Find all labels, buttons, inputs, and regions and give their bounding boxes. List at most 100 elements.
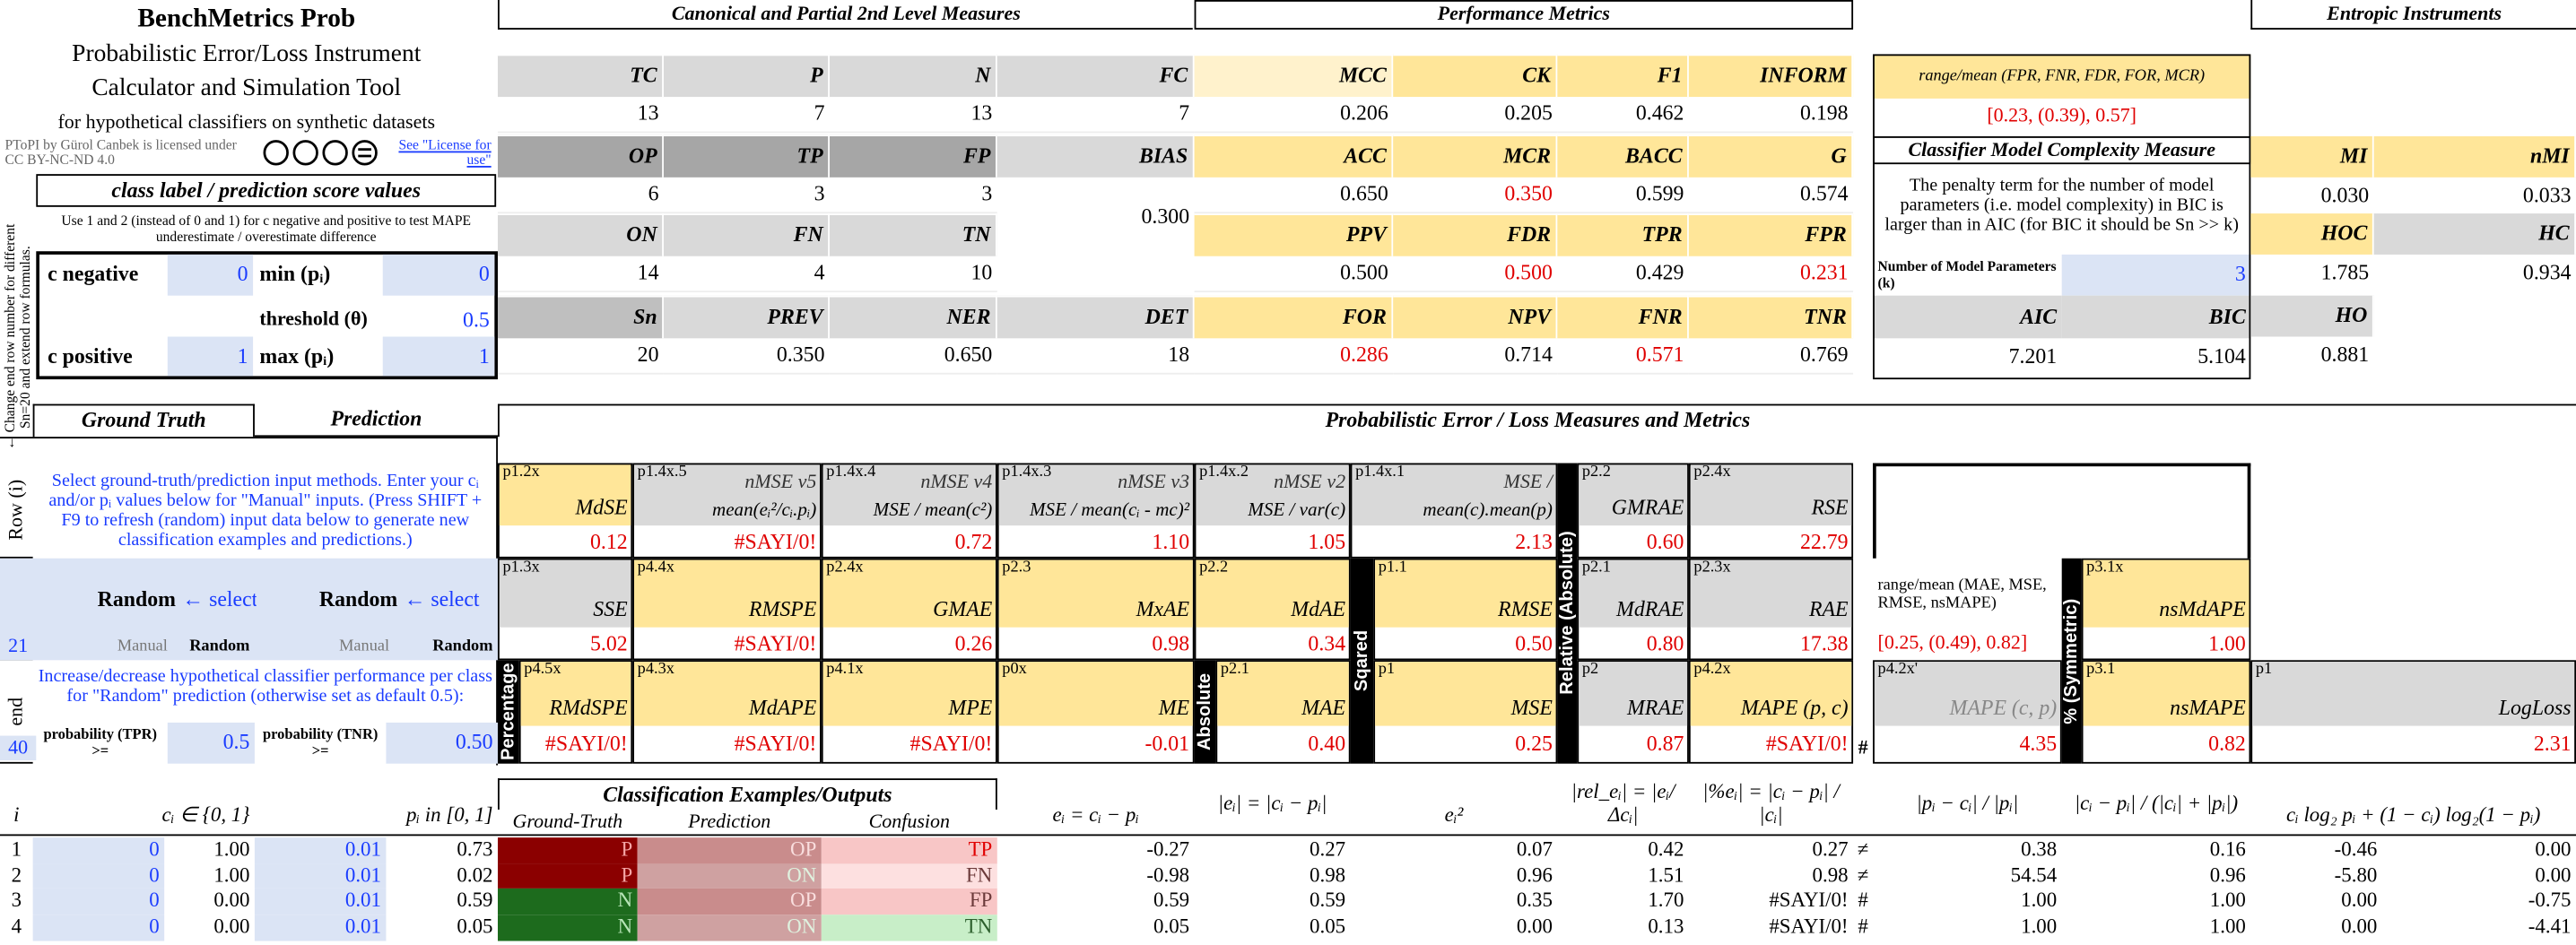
measure-name: FN [663,213,830,256]
table-header: cᵢ ∈ {0, 1} [161,802,250,827]
method[interactable]: Random [318,585,398,611]
metric-value: #SAYI/0! [734,731,817,757]
metric-name: MAPE (c, p) [1949,695,2058,720]
metric-cell [821,558,997,661]
metric-cell [1873,660,2062,764]
entropic-value: 0.030 [2320,182,2370,207]
option[interactable]: Manual [339,637,390,655]
table-rule [0,834,2576,837]
tab[interactable]: Ground Truth [32,403,255,438]
metric-value: 2.13 [1515,528,1553,553]
method[interactable]: Random [97,585,176,611]
table-header: |eᵢ| = |cᵢ − pᵢ| [1217,791,1327,814]
metric-value: #SAYI/0! [909,731,993,757]
metric-name: GMAE [933,596,993,621]
metric-value: 0.60 [1646,528,1684,553]
measure-name: FC [996,54,1195,98]
table-title: Classification Examples/Outputs [497,778,997,810]
table-cell: 0.16 [2209,837,2246,861]
measure-name: PREV [663,295,830,339]
table-header: Confusion [868,810,950,834]
metric-value: #SAYI/0! [1765,731,1849,757]
metric-code: p1.4x.3 [1002,463,1052,481]
table-cell: #SAYI/0! [1769,915,1849,938]
bic-name: BIC [2061,295,2251,339]
metric-header [1690,559,1852,628]
entropic-value: 0.881 [2320,341,2370,367]
complexity-title: Classifier Model Complexity Measure [1873,136,2251,165]
metric-header [634,559,820,628]
table-cell: 0.27 [1310,837,1346,861]
metric-formula: MSE / mean(cᵢ - mc)² [1030,500,1190,521]
metric-cell [996,558,1195,661]
row-number: 40 [0,735,37,761]
license-link[interactable]: See "License for use" [398,135,492,168]
input-label: c negative [48,261,139,287]
measure-value: 0.231 [1688,256,1854,293]
table-cell: -0.27 [1146,837,1190,861]
metric-code: p1.4x.2 [1199,463,1249,481]
select-hint: ← select [182,585,257,611]
prob-value: 0.5 [167,722,255,764]
metric-name: MdSE [575,494,628,520]
table-header: eᵢ² [1444,802,1464,827]
measure-value: 0.574 [1688,178,1854,214]
entropic-name: HOC [2250,213,2374,255]
measure-value: 0.206 [1194,97,1394,134]
metric-value: 1.05 [1308,528,1346,553]
group-label: Percentage [497,660,519,764]
metric-header [1874,662,2060,726]
input-value: 1 [237,342,248,368]
table-cell: 0.42 [1648,837,1684,861]
section-title: Probabilistic Error / Loss Measures and … [497,403,2576,438]
select-hint: ← select [404,585,480,611]
measure-name: INFORM [1688,54,1854,98]
metric-name: MdAPE [748,695,817,720]
metric-code: p3.1 [2086,660,2116,679]
option[interactable]: Manual [117,637,168,655]
measure-name: MCR [1393,134,1558,178]
table-cell: N [497,915,638,941]
measure-name: FOR [1194,295,1394,339]
metric-header [499,559,631,628]
measure-value: 0.205 [1393,97,1558,134]
metric-header [822,559,996,628]
table-cell: ON [637,915,822,941]
tab[interactable]: Prediction [254,404,498,438]
metric-cell [2081,558,2251,661]
metric-value: 1.00 [2208,630,2246,655]
measure-name: MCC [1194,54,1394,98]
title: BenchMetrics Prob [137,4,356,34]
metric-code: p2.3 [1002,558,1031,577]
table-cell: 0.98 [1812,863,1849,887]
table-header: i [13,802,20,827]
table-header: pᵢ in [0, 1] [405,802,493,827]
table-cell: 0.13 [1648,915,1684,938]
option[interactable]: Random [189,637,250,655]
entropic-value: 0.934 [2522,259,2572,284]
table-cell: N [497,889,638,915]
input-label: threshold (θ) [259,308,368,331]
measure-value: 0.500 [1194,256,1394,293]
table-cell: 0.05 [1310,915,1346,938]
metric-value: 0.26 [954,630,993,655]
metric-code: p1.3x [502,558,540,577]
input-box [36,251,498,380]
metric-value: 0.87 [1646,731,1684,757]
metric-code: p2 [1581,660,1599,679]
metric-cell [996,660,1195,764]
metric-code: p2.1 [1220,660,1249,679]
metric-header [520,662,631,726]
side-note: ← Change end row number for different Sn… [1,223,33,450]
table-cell: 0.01 [254,863,387,889]
metric-code: p0x [1002,660,1027,679]
range-value: [0.25, (0.49), 0.82] [1877,631,2028,655]
table-cell: 1.70 [1648,889,1684,913]
metric-formula: MSE / mean(c²) [873,500,993,521]
metric-code: p2.4x [1693,463,1731,481]
option[interactable]: Random [432,637,493,655]
metric-header [1375,662,1556,726]
aic-name: AIC [1873,295,2062,339]
measure-name: NER [829,295,997,339]
table-cell: 0.00 [1516,915,1553,938]
